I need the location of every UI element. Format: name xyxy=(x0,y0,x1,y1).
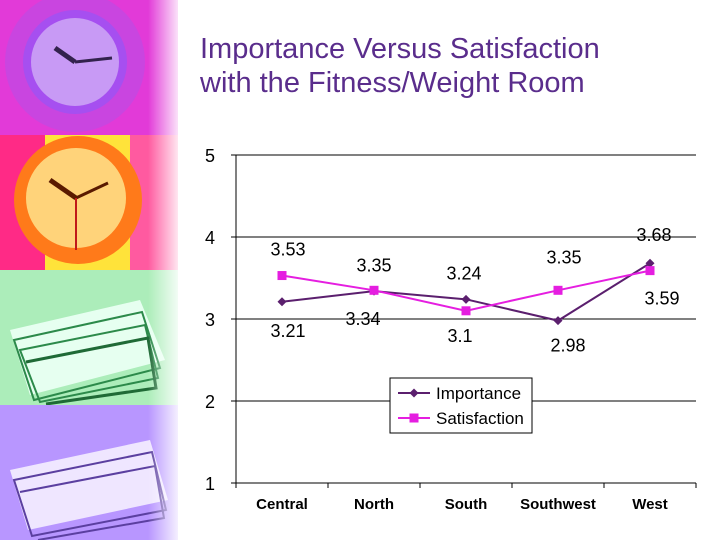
satisfaction-point xyxy=(645,266,655,276)
legend-swatch-marker xyxy=(409,388,419,398)
data-label: 3.35 xyxy=(546,247,581,267)
slide-title: Importance Versus Satisfaction with the … xyxy=(200,32,700,100)
data-label: 3.59 xyxy=(644,289,679,309)
legend-label: Importance xyxy=(436,384,521,403)
importance-point xyxy=(645,258,655,268)
x-tick-label: Southwest xyxy=(520,496,596,513)
satisfaction-point xyxy=(369,285,379,295)
importance-point xyxy=(553,316,563,326)
importance-point xyxy=(461,294,471,304)
y-tick-label: 5 xyxy=(205,146,215,166)
data-label: 3.24 xyxy=(446,263,481,283)
title-line-2: with the Fitness/Weight Room xyxy=(200,67,585,99)
data-label: 3.1 xyxy=(447,326,472,346)
x-tick-label: West xyxy=(632,496,668,513)
importance-point xyxy=(277,297,287,307)
satisfaction-point xyxy=(277,271,287,281)
data-label: 3.21 xyxy=(270,321,305,341)
y-tick-label: 3 xyxy=(205,310,215,330)
x-tick-label: North xyxy=(354,496,394,513)
data-label: 3.34 xyxy=(345,309,380,329)
sidebar-fade xyxy=(148,0,178,540)
x-tick-label: Central xyxy=(256,496,308,513)
y-tick-label: 4 xyxy=(205,228,215,248)
y-tick-label: 1 xyxy=(205,474,215,494)
satisfaction-point xyxy=(461,306,471,316)
legend-swatch-marker xyxy=(409,413,419,423)
title-line-1: Importance Versus Satisfaction xyxy=(200,33,600,65)
sidebar-photo-strip xyxy=(0,0,178,540)
satisfaction-point xyxy=(553,285,563,295)
legend-box xyxy=(389,377,533,434)
data-label: 2.98 xyxy=(550,336,585,356)
y-tick-label: 2 xyxy=(205,392,215,412)
x-tick-label: South xyxy=(445,496,488,513)
data-label: 3.53 xyxy=(270,240,305,260)
data-label: 3.35 xyxy=(356,255,391,275)
line-chart: 1 2 3 4 5 Central North South Southwest West 3.53 3… xyxy=(205,146,697,513)
data-label: 3.68 xyxy=(636,225,671,245)
legend-label: Satisfaction xyxy=(436,409,524,428)
